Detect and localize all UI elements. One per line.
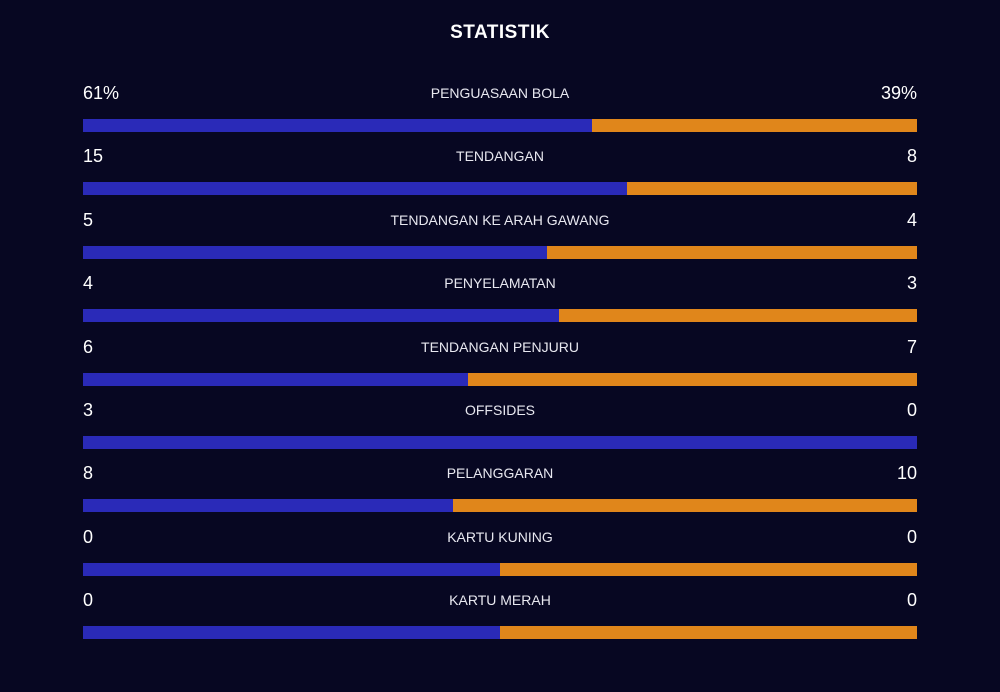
away-value: 0 — [906, 399, 917, 420]
stat-row-possession: 61% PENGUASAAN BOLA 39% — [83, 80, 917, 143]
stat-label: OFFSIDES — [464, 401, 535, 418]
stat-label: TENDANGAN KE ARAH GAWANG — [390, 211, 610, 228]
stat-row-corners: 6 TENDANGAN PENJURU 7 — [83, 334, 917, 397]
home-value: 8 — [83, 463, 94, 484]
home-bar-segment — [83, 626, 500, 640]
comparison-bar — [83, 372, 917, 386]
stat-row-red-cards: 0 KARTU MERAH 0 — [83, 587, 917, 650]
away-value: 8 — [906, 146, 917, 167]
home-bar-segment — [83, 372, 469, 386]
home-bar-segment — [83, 245, 547, 259]
stat-label: PELANGGARAN — [446, 465, 554, 482]
stat-label: KARTU KUNING — [447, 528, 553, 545]
away-value: 10 — [896, 463, 917, 484]
away-value: 0 — [906, 526, 917, 547]
section-title: STATISTIK — [450, 22, 550, 43]
home-value: 4 — [83, 273, 94, 294]
home-bar-segment — [83, 119, 592, 132]
away-bar-segment — [559, 309, 917, 323]
away-bar-segment — [626, 182, 917, 196]
stat-label: PENYELAMATAN — [444, 275, 556, 292]
home-bar-segment — [83, 562, 500, 576]
stat-label: KARTU MERAH — [449, 592, 551, 609]
away-value: 7 — [906, 336, 917, 357]
home-value: 0 — [83, 526, 94, 547]
home-bar-segment — [83, 499, 454, 513]
away-value: 3 — [906, 273, 917, 294]
comparison-bar — [83, 499, 917, 513]
stat-label: TENDANGAN — [456, 148, 544, 165]
comparison-bar — [83, 119, 917, 132]
comparison-bar — [83, 182, 917, 196]
away-bar-segment — [453, 499, 917, 513]
stat-row-saves: 4 PENYELAMATAN 3 — [83, 270, 917, 333]
stat-row-shots-on-target: 5 TENDANGAN KE ARAH GAWANG 4 — [83, 207, 917, 270]
comparison-bar — [83, 435, 917, 449]
home-bar-segment — [83, 309, 560, 323]
comparison-bar — [83, 309, 917, 323]
comparison-bar — [83, 562, 917, 576]
home-value: 61% — [83, 83, 120, 103]
home-bar-segment — [83, 435, 917, 449]
away-value: 0 — [906, 590, 917, 611]
away-bar-segment — [468, 372, 917, 386]
comparison-bar — [83, 626, 917, 640]
comparison-bar — [83, 245, 917, 259]
away-value: 39% — [880, 83, 917, 103]
away-bar-segment — [500, 562, 917, 576]
stat-row-shots: 15 TENDANGAN 8 — [83, 143, 917, 206]
stat-row-fouls: 8 PELANGGARAN 10 — [83, 460, 917, 523]
home-value: 15 — [83, 146, 104, 167]
stat-label: TENDANGAN PENJURU — [421, 338, 579, 355]
home-value: 3 — [83, 399, 94, 420]
stat-label: PENGUASAAN BOLA — [430, 85, 570, 101]
away-bar-segment — [546, 245, 917, 259]
stat-row-yellow-cards: 0 KARTU KUNING 0 — [83, 524, 917, 587]
stats-list: 61% PENGUASAAN BOLA 39% 15 TENDANGAN 8 5… — [83, 80, 917, 651]
home-value: 0 — [83, 590, 94, 611]
stat-row-offsides: 3 OFFSIDES 0 — [83, 397, 917, 460]
home-value: 5 — [83, 209, 94, 230]
home-bar-segment — [83, 182, 627, 196]
away-bar-segment — [591, 119, 917, 132]
away-value: 4 — [906, 209, 917, 230]
away-bar-segment — [500, 626, 917, 640]
home-value: 6 — [83, 336, 94, 357]
